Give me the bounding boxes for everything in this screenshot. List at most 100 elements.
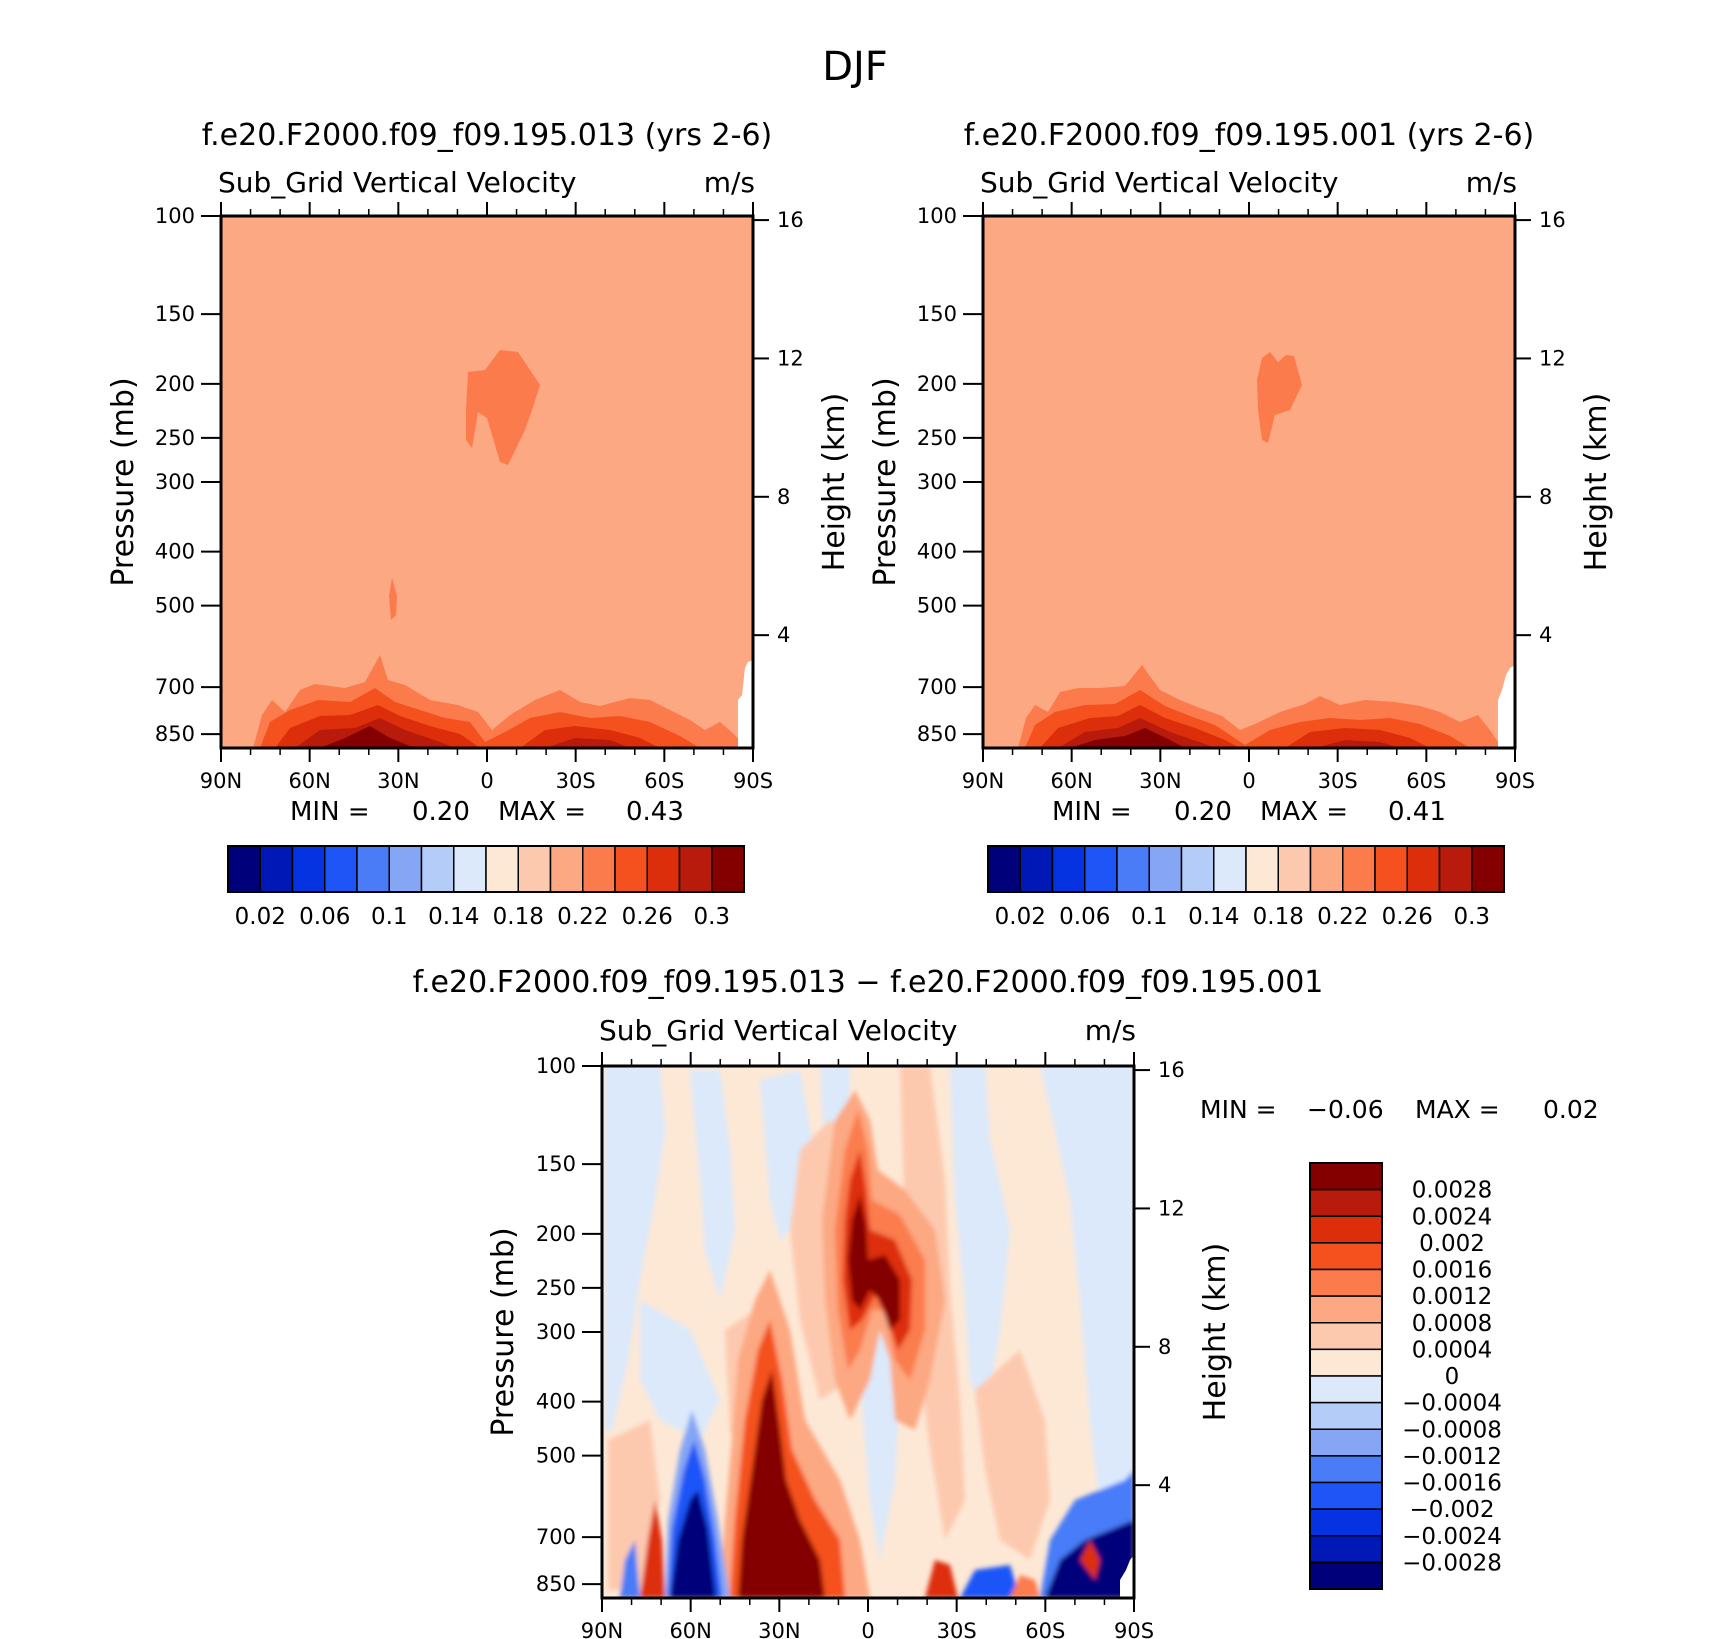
case2-x-tick-label: 90N (962, 769, 1004, 793)
case1-x-tick-label: 90S (733, 769, 773, 793)
diff-colorbar-box (1309, 1268, 1383, 1297)
diff-colorbar-box (1309, 1535, 1383, 1564)
case1-y-tick-label: 700 (155, 675, 195, 699)
case1-colorbar-box (646, 845, 681, 893)
diff-colorbar-label: 0.0016 (1412, 1258, 1492, 1284)
case1-axes: 100 150 200 250 300 400 500 700 850 16 12 8 4 90N 60N 3… (155, 202, 804, 793)
case1-y2-tick-label: 4 (777, 623, 790, 647)
diff-y-tick-label: 100 (536, 1054, 576, 1078)
case2-max-label: MAX = (1260, 797, 1348, 827)
case1-colorbar-box (549, 845, 584, 893)
case1-x-tick-label: 30N (377, 769, 419, 793)
diff-x-tick-label: 90S (1114, 1619, 1154, 1639)
case1-y2-tick-label: 16 (777, 208, 804, 232)
case2-y2-axis-label: Height (km) (1579, 393, 1614, 572)
case2-y2-tick-label: 8 (1539, 485, 1552, 509)
diff-colorbar-label: 0.0012 (1412, 1284, 1492, 1310)
case2-colorbar: 0.02 0.06 0.1 0.14 0.18 0.22 0.26 0.3 (987, 845, 1505, 930)
case2-colorbar-box (1084, 845, 1118, 893)
case2-colorbar-label: 0.22 (1317, 904, 1368, 930)
diff-y-tick-label: 250 (536, 1276, 576, 1300)
case2-colorbar-box (1406, 845, 1441, 893)
case2-y2-tick-label: 12 (1539, 346, 1566, 370)
case2-y-tick-label: 500 (917, 594, 957, 618)
case1-y2-tick-label: 12 (777, 346, 804, 370)
case1-y-tick-label: 150 (155, 302, 195, 326)
case1-colorbar-label: 0.22 (557, 904, 608, 930)
diff-colorbar-label: −0.0016 (1402, 1471, 1502, 1497)
case1-colorbar-label: 0.3 (693, 904, 730, 930)
diff-colorbar-box (1309, 1455, 1383, 1484)
case2-colorbar-box (1374, 845, 1408, 893)
diff-x-tick-label: 60S (1025, 1619, 1065, 1639)
case2-x-tick-label: 60S (1406, 769, 1446, 793)
diff-nh-polar-neg (620, 1540, 640, 1598)
diff-colorbar-label: 0 (1445, 1364, 1460, 1390)
diff-y-axis-label: Pressure (mb) (486, 1227, 521, 1436)
case2-colorbar-box (987, 845, 1021, 893)
diff-units-label: m/s (1085, 1014, 1136, 1047)
diff-y-tick-label: 700 (536, 1525, 576, 1549)
diff-title: f.e20.F2000.f09_f09.195.013 − f.e20.F200… (413, 965, 1324, 1000)
diff-max-label: MAX = (1415, 1095, 1500, 1124)
case1-colorbar-label: 0.1 (371, 904, 408, 930)
case1-colorbar-frame (227, 845, 745, 893)
diff-neg-band-tropical-2 (950, 1066, 1010, 1420)
diff-colorbar-label: 0.0004 (1412, 1337, 1492, 1363)
case2-y2-tick-label: 16 (1539, 208, 1566, 232)
diff-x-tick-label: 0 (861, 1619, 874, 1639)
diff-colorbar-label: −0.0024 (1402, 1524, 1502, 1550)
case2-colorbar-label: 0.14 (1188, 904, 1239, 930)
case2-x-tick-label: 60N (1050, 769, 1092, 793)
case1-colorbar-box (227, 845, 261, 893)
diff-axes: 100 150 200 250 300 400 500 700 850 16 12 8 4 90N 60N 3… (536, 1052, 1185, 1639)
diff-colorbar-label: −0.002 (1409, 1497, 1494, 1523)
case1-colorbar-label: 0.06 (299, 904, 350, 930)
diff-contour-field (602, 1066, 1134, 1598)
case1-y2-tick-label: 8 (777, 485, 790, 509)
case1-colorbar-label: 0.18 (493, 904, 544, 930)
diff-colorbar-box (1309, 1401, 1383, 1430)
case1-mid-blob (389, 578, 397, 620)
case2-colorbar-box (1277, 845, 1312, 893)
case2-x-tick-label: 0 (1242, 769, 1255, 793)
case2-y-tick-label: 250 (917, 426, 957, 450)
case2-colorbar-box (1019, 845, 1054, 893)
case1-colorbar-box (711, 845, 745, 893)
panel-diff: f.e20.F2000.f09_f09.195.013 − f.e20.F200… (413, 965, 1599, 1639)
diff-y-tick-label: 500 (536, 1444, 576, 1468)
diff-colorbar-box (1309, 1375, 1383, 1404)
diff-field-label: Sub_Grid Vertical Velocity (599, 1014, 958, 1047)
case2-colorbar-box (1180, 845, 1215, 893)
panel-case2: f.e20.F2000.f09_f09.195.001 (yrs 2-6) Su… (868, 118, 1614, 930)
case1-colorbar-box (453, 845, 487, 893)
diff-colorbar-box (1309, 1322, 1383, 1351)
diff-colorbar-box (1309, 1428, 1383, 1457)
case2-upper-max (1257, 352, 1302, 443)
case1-min-label: MIN = (290, 797, 370, 827)
case2-x-tick-label: 30N (1139, 769, 1181, 793)
case2-colorbar-box (1438, 845, 1473, 893)
case1-colorbar-label: 0.14 (428, 904, 479, 930)
case1-y-tick-label: 100 (155, 204, 195, 228)
case1-x-tick-label: 60N (288, 769, 330, 793)
case2-colorbar-box (1342, 845, 1376, 893)
case2-x-tick-label: 30S (1318, 769, 1358, 793)
diff-colorbar-frame (1309, 1162, 1383, 1590)
case1-colorbar-box (388, 845, 423, 893)
diff-x-tick-label: 30S (937, 1619, 977, 1639)
diff-eq-max-level4 (848, 1195, 900, 1330)
case1-colorbar-box (420, 845, 455, 893)
diff-y-tick-label: 300 (536, 1320, 576, 1344)
diff-y2-tick-label: 16 (1158, 1058, 1185, 1082)
case2-y-tick-label: 300 (917, 470, 957, 494)
case2-low-level-band-5 (1070, 728, 1185, 748)
case1-y-tick-label: 850 (155, 722, 195, 746)
case2-contour-field (983, 216, 1515, 748)
case2-background-fill (983, 216, 1515, 748)
diff-nh-neg-column-level3 (670, 1490, 716, 1598)
case1-y-tick-label: 250 (155, 426, 195, 450)
case1-y-tick-label: 500 (155, 594, 195, 618)
diff-neg-band-sh (1040, 1066, 1134, 1520)
